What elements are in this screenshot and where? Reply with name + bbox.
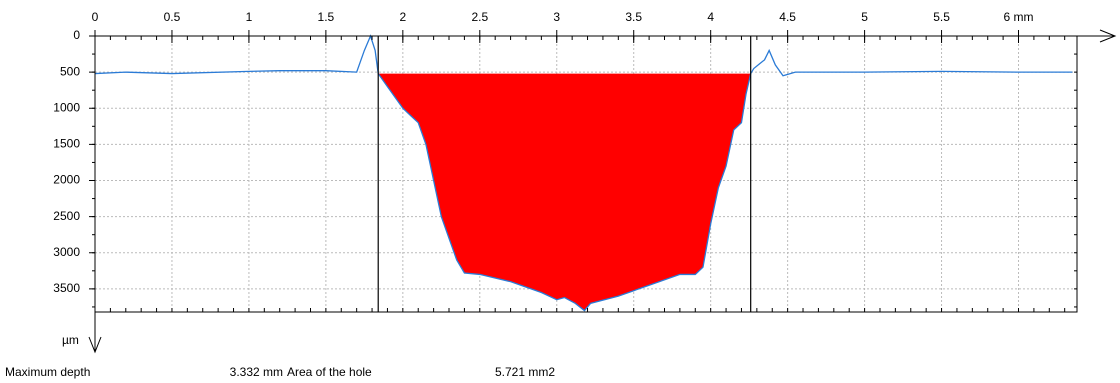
x-tick-label: 5.5 xyxy=(933,10,950,24)
x-tick-label: 4.5 xyxy=(779,10,796,24)
y-tick-label: 3500 xyxy=(53,281,80,295)
y-tick-label: 2500 xyxy=(53,209,80,223)
y-tick-label: 1500 xyxy=(53,137,80,151)
y-tick-label: 1000 xyxy=(53,100,80,114)
footer-label: Area of the hole xyxy=(287,365,372,379)
y-tick-label: 2000 xyxy=(53,173,80,187)
x-tick-label: 2.5 xyxy=(471,10,488,24)
footer-label: Maximum depth xyxy=(5,365,90,379)
x-tick-label: 0.5 xyxy=(164,10,181,24)
x-tick-label: 6 mm xyxy=(1004,10,1034,24)
y-tick-label: 3000 xyxy=(53,245,80,259)
y-unit: µm xyxy=(62,333,79,347)
profile-line xyxy=(94,34,1073,312)
x-tick-label: 5 xyxy=(861,10,868,24)
footer-value: 5.721 mm2 xyxy=(495,365,555,379)
x-tick-label: 4 xyxy=(707,10,714,24)
x-tick-label: 1.5 xyxy=(318,10,335,24)
x-tick-label: 1 xyxy=(246,10,253,24)
x-tick-label: 2 xyxy=(399,10,406,24)
y-axis-arrow xyxy=(88,336,102,354)
hole-area xyxy=(378,73,751,311)
x-tick-label: 3 xyxy=(553,10,560,24)
y-tick-label: 500 xyxy=(60,64,80,78)
x-axis-arrow xyxy=(1099,29,1117,43)
footer-value: 3.332 mm xyxy=(230,365,283,379)
y-tick-label: 0 xyxy=(73,28,80,42)
x-tick-label: 3.5 xyxy=(625,10,642,24)
x-tick-label: 0 xyxy=(92,10,99,24)
